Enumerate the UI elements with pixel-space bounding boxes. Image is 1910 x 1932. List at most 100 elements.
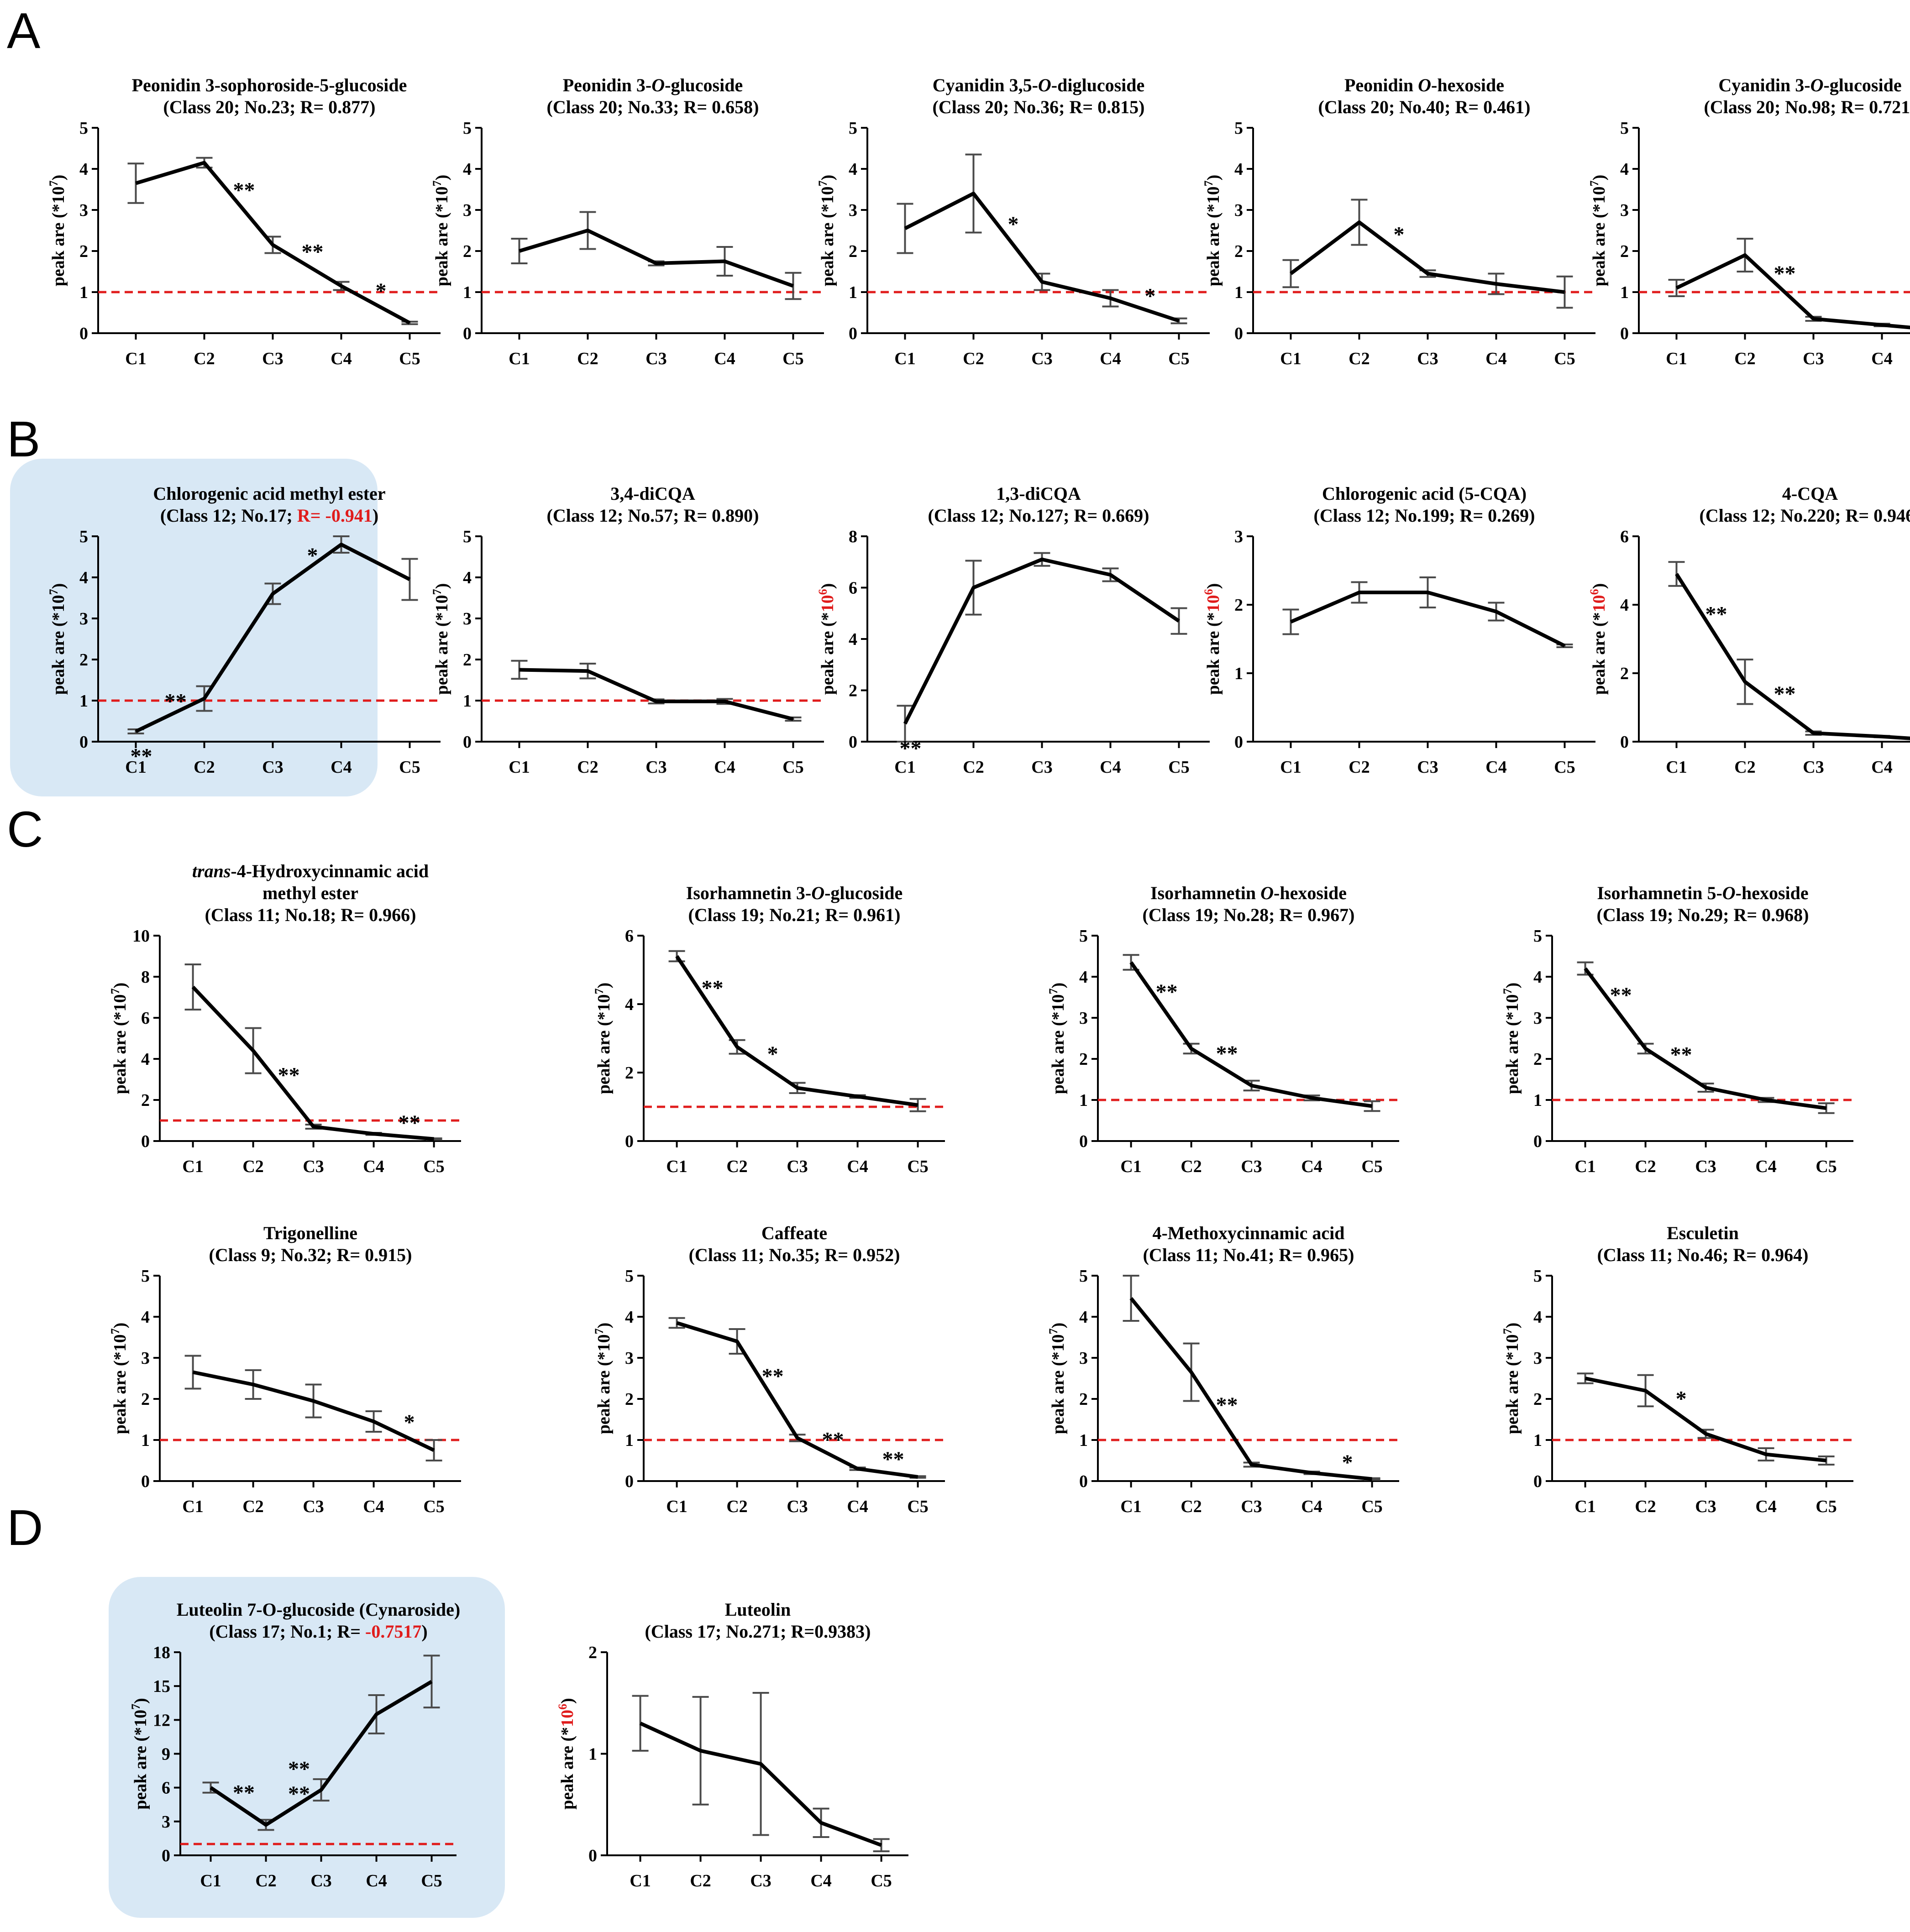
title-segment: O — [1418, 75, 1431, 95]
y-tick-label: 18 — [153, 1643, 170, 1662]
title-segment: -hexoside — [1274, 883, 1347, 903]
y-label-base: 10 — [432, 595, 451, 612]
y-label-text: peak are (* — [49, 204, 68, 286]
title-segment: Cyanidin 3,5- — [933, 75, 1038, 95]
x-tick-label: C3 — [645, 758, 666, 777]
significance-mark: * — [307, 544, 318, 568]
significance-mark: ** — [1156, 980, 1178, 1004]
y-tick-label: 6 — [162, 1779, 170, 1798]
y-tick-label: 0 — [463, 733, 472, 752]
significance-mark: ** — [822, 1428, 844, 1452]
significance-mark: * — [1008, 212, 1019, 236]
y-axis-label: peak are (*107) — [1501, 983, 1522, 1094]
x-tick-label: C3 — [1241, 1497, 1262, 1516]
chart-title: Chlorogenic acid methyl ester — [153, 483, 385, 504]
y-label-text: peak are (* — [558, 1727, 577, 1810]
y-label-base: 10 — [818, 186, 837, 204]
y-tick-label: 0 — [849, 324, 857, 343]
y-label-text: peak are (* — [110, 1011, 130, 1094]
y-tick-label: 2 — [1079, 1050, 1088, 1069]
y-tick-label: 3 — [1620, 201, 1629, 220]
y-tick-label: 5 — [1079, 1267, 1088, 1286]
y-label-close: ) — [131, 1698, 150, 1704]
title-segment: Peonidin 3- — [563, 75, 651, 95]
y-label-close: ) — [594, 983, 614, 989]
y-axis-label: peak are (*107) — [1588, 175, 1609, 287]
y-label-base: 10 — [1204, 595, 1223, 612]
y-tick-label: 4 — [849, 160, 857, 179]
y-label-base: 10 — [1590, 595, 1609, 612]
y-axis-label: peak are (*107) — [1501, 1323, 1522, 1435]
y-tick-label: 3 — [1533, 1349, 1542, 1368]
y-label-exponent: 7 — [1047, 988, 1060, 994]
y-tick-label: 4 — [463, 160, 472, 179]
y-axis-label: peak are (*107) — [1047, 983, 1068, 1094]
x-tick-label: C3 — [262, 349, 283, 368]
x-tick-label: C3 — [787, 1497, 808, 1516]
y-tick-label: 1 — [1533, 1431, 1542, 1450]
chart-A5: Cyanidin 3-O-glucoside(Class 20; No.98; … — [1588, 75, 1910, 368]
x-tick-label: C3 — [1417, 758, 1438, 777]
series-line — [639, 1722, 882, 1847]
chart-title: (Class 11; No.46; R= 0.964) — [1597, 1245, 1809, 1265]
y-tick-label: 6 — [625, 927, 634, 946]
chart-title: 1,3-diCQA — [996, 483, 1081, 504]
panel-letter-C: C — [7, 801, 43, 858]
title-segment: ) — [421, 1621, 427, 1642]
y-tick-label: 1 — [463, 691, 472, 711]
y-label-exponent: 7 — [129, 1704, 142, 1710]
significance-mark: ** — [1670, 1042, 1692, 1067]
x-tick-label: C4 — [363, 1157, 384, 1176]
y-label-base: 10 — [131, 1710, 150, 1727]
y-tick-label: 2 — [849, 681, 857, 701]
y-label-text: peak are (* — [1049, 1351, 1068, 1434]
significance-mark: * — [1676, 1387, 1687, 1411]
x-tick-label: C2 — [1635, 1157, 1656, 1176]
y-tick-label: 3 — [1079, 1349, 1088, 1368]
x-tick-label: C4 — [1301, 1497, 1322, 1516]
y-tick-label: 1 — [141, 1431, 150, 1450]
y-axis-label: peak are (*107) — [816, 175, 838, 287]
y-tick-label: 3 — [463, 609, 472, 628]
significance-mark: ** — [702, 976, 724, 1000]
y-tick-label: 3 — [849, 201, 857, 220]
y-tick-label: 6 — [1620, 527, 1629, 546]
y-tick-label: 4 — [1079, 1308, 1088, 1327]
y-label-close: ) — [818, 583, 837, 589]
chart-C7: 4-Methoxycinnamic acid(Class 11; No.41; … — [1047, 1223, 1399, 1516]
y-label-text: peak are (* — [131, 1727, 150, 1810]
x-tick-label: C5 — [1361, 1157, 1382, 1176]
y-label-exponent: 7 — [1501, 988, 1514, 994]
y-label-base: 10 — [1503, 1334, 1522, 1351]
chart-title: methyl ester — [262, 883, 358, 903]
y-tick-label: 4 — [1620, 596, 1629, 615]
y-label-exponent: 7 — [47, 589, 60, 595]
y-tick-label: 1 — [463, 283, 472, 302]
x-tick-label: C1 — [666, 1497, 687, 1516]
significance-mark: ** — [1216, 1393, 1238, 1417]
significance-mark: ** — [762, 1364, 784, 1388]
title-segment: (Class 12; No.199; R= 0.269) — [1314, 505, 1535, 526]
title-segment: Isorhamnetin — [1150, 883, 1260, 903]
y-tick-label: 5 — [625, 1267, 634, 1286]
y-tick-label: 2 — [849, 242, 857, 261]
x-tick-label: C2 — [690, 1871, 711, 1890]
y-tick-label: 9 — [162, 1745, 170, 1764]
x-tick-label: C1 — [182, 1497, 203, 1516]
chart-B1: Chlorogenic acid methyl ester(Class 12; … — [10, 459, 441, 796]
chart-title: (Class 17; No.1; R= -0.7517) — [209, 1621, 427, 1642]
y-tick-label: 2 — [1533, 1390, 1542, 1409]
x-tick-label: C3 — [1031, 349, 1052, 368]
y-tick-label: 5 — [1533, 927, 1542, 946]
x-tick-label: C4 — [1755, 1157, 1776, 1176]
y-axis-label: peak are (*106) — [1588, 583, 1609, 695]
y-label-text: peak are (* — [432, 204, 451, 286]
x-tick-label: C2 — [726, 1497, 747, 1516]
title-segment: (Class 20; No.40; R= 0.461) — [1318, 97, 1531, 117]
x-tick-label: C1 — [894, 349, 915, 368]
chart-title: 4-CQA — [1782, 483, 1838, 504]
title-segment: Trigonelline — [263, 1223, 357, 1243]
y-tick-label: 5 — [463, 527, 472, 546]
